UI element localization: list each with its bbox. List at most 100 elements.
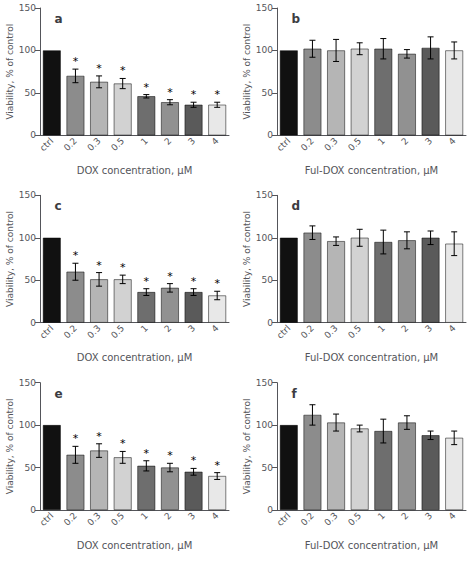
svg-text:*: * <box>144 81 150 94</box>
svg-text:100: 100 <box>19 45 36 55</box>
svg-text:1: 1 <box>376 136 387 147</box>
svg-text:2: 2 <box>399 510 410 521</box>
svg-text:0.5: 0.5 <box>346 323 363 340</box>
svg-text:1: 1 <box>376 323 387 334</box>
svg-text:Ful-DOX concentration, μM: Ful-DOX concentration, μM <box>305 165 439 176</box>
svg-text:0.2: 0.2 <box>62 510 79 527</box>
svg-text:3: 3 <box>186 136 197 147</box>
svg-text:0: 0 <box>267 130 273 140</box>
svg-text:Viability, % of control: Viability, % of control <box>5 398 15 494</box>
svg-text:150: 150 <box>256 378 273 388</box>
svg-text:*: * <box>214 459 220 472</box>
svg-text:Viability, % of control: Viability, % of control <box>242 398 252 494</box>
svg-text:50: 50 <box>262 88 274 98</box>
svg-text:0.3: 0.3 <box>322 323 339 340</box>
svg-text:Ful-DOX concentration, μM: Ful-DOX concentration, μM <box>305 352 439 363</box>
svg-text:0.3: 0.3 <box>322 136 339 153</box>
svg-text:*: * <box>120 64 126 77</box>
svg-text:0.5: 0.5 <box>346 136 363 153</box>
svg-text:1: 1 <box>376 510 387 521</box>
svg-text:d: d <box>291 199 300 213</box>
svg-text:Viability, % of control: Viability, % of control <box>5 211 15 307</box>
svg-text:2: 2 <box>399 136 410 147</box>
svg-text:50: 50 <box>262 463 274 473</box>
svg-text:0: 0 <box>30 505 36 515</box>
svg-text:0: 0 <box>30 130 36 140</box>
svg-text:f: f <box>291 387 297 401</box>
svg-text:0.2: 0.2 <box>62 136 79 153</box>
svg-text:DOX concentration, μM: DOX concentration, μM <box>77 165 193 176</box>
svg-text:0.2: 0.2 <box>299 323 316 340</box>
svg-text:0.3: 0.3 <box>85 323 102 340</box>
svg-text:*: * <box>214 277 220 290</box>
svg-text:3: 3 <box>186 323 197 334</box>
svg-text:c: c <box>54 199 61 213</box>
svg-text:0.5: 0.5 <box>109 510 126 527</box>
svg-text:*: * <box>167 86 173 99</box>
svg-text:*: * <box>73 249 79 262</box>
svg-text:0: 0 <box>267 318 273 328</box>
svg-text:3: 3 <box>423 136 434 147</box>
svg-text:100: 100 <box>19 420 36 430</box>
svg-text:ctrl: ctrl <box>38 136 55 153</box>
svg-text:ctrl: ctrl <box>275 136 292 153</box>
svg-text:2: 2 <box>162 323 173 334</box>
svg-text:0.3: 0.3 <box>85 136 102 153</box>
svg-text:*: * <box>120 261 126 274</box>
svg-text:ctrl: ctrl <box>275 323 292 340</box>
svg-text:*: * <box>144 447 150 460</box>
svg-text:*: * <box>167 270 173 283</box>
svg-text:0.5: 0.5 <box>109 136 126 153</box>
svg-text:1: 1 <box>139 510 150 521</box>
svg-text:*: * <box>73 55 79 68</box>
svg-text:4: 4 <box>447 323 458 334</box>
svg-text:*: * <box>120 437 126 450</box>
svg-text:*: * <box>96 62 102 75</box>
svg-text:150: 150 <box>256 3 273 13</box>
svg-text:Viability, % of control: Viability, % of control <box>242 211 252 307</box>
svg-text:150: 150 <box>19 3 36 13</box>
svg-text:100: 100 <box>19 233 36 243</box>
svg-text:Ful-DOX concentration, μM: Ful-DOX concentration, μM <box>305 540 439 551</box>
svg-text:Viability, % of control: Viability, % of control <box>5 24 15 120</box>
svg-text:50: 50 <box>25 88 37 98</box>
svg-text:*: * <box>191 454 197 467</box>
svg-text:Viability, % of control: Viability, % of control <box>242 24 252 120</box>
svg-text:1: 1 <box>139 323 150 334</box>
svg-text:50: 50 <box>25 275 37 285</box>
svg-text:*: * <box>191 275 197 288</box>
svg-text:4: 4 <box>210 510 221 521</box>
svg-text:150: 150 <box>256 190 273 200</box>
svg-text:*: * <box>96 430 102 443</box>
svg-text:4: 4 <box>210 323 221 334</box>
svg-text:0.3: 0.3 <box>85 510 102 527</box>
svg-text:100: 100 <box>256 233 273 243</box>
svg-text:*: * <box>191 88 197 101</box>
svg-text:100: 100 <box>256 45 273 55</box>
svg-text:0.3: 0.3 <box>322 510 339 527</box>
svg-text:*: * <box>144 275 150 288</box>
svg-text:50: 50 <box>262 275 274 285</box>
svg-text:0: 0 <box>30 318 36 328</box>
svg-text:*: * <box>73 432 79 445</box>
svg-text:ctrl: ctrl <box>38 510 55 527</box>
svg-text:4: 4 <box>447 510 458 521</box>
svg-text:1: 1 <box>139 136 150 147</box>
svg-text:ctrl: ctrl <box>38 323 55 340</box>
svg-text:ctrl: ctrl <box>275 510 292 527</box>
svg-text:*: * <box>214 88 220 101</box>
svg-text:2: 2 <box>162 510 173 521</box>
svg-text:b: b <box>291 12 300 26</box>
svg-text:150: 150 <box>19 378 36 388</box>
svg-text:0.2: 0.2 <box>299 510 316 527</box>
svg-text:DOX concentration, μM: DOX concentration, μM <box>77 352 193 363</box>
svg-text:3: 3 <box>186 510 197 521</box>
svg-text:4: 4 <box>447 136 458 147</box>
svg-text:*: * <box>167 449 173 462</box>
svg-text:2: 2 <box>162 136 173 147</box>
svg-text:0.5: 0.5 <box>346 510 363 527</box>
svg-text:4: 4 <box>210 136 221 147</box>
svg-text:3: 3 <box>423 323 434 334</box>
svg-text:150: 150 <box>19 190 36 200</box>
svg-text:3: 3 <box>423 510 434 521</box>
